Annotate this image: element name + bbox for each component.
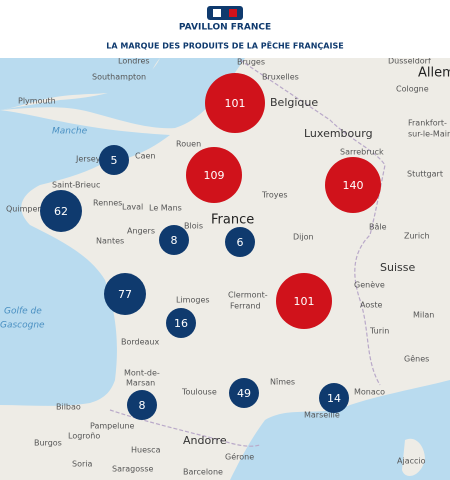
place-label: Allem: [418, 66, 450, 81]
cluster[interactable]: [99, 145, 129, 175]
cluster-count: 8: [139, 399, 146, 412]
place-label: Golfe de: [4, 307, 42, 317]
atlantic: [0, 110, 170, 406]
place-label: Marseille: [304, 411, 340, 420]
place-label: Rennes: [93, 199, 122, 208]
place-label: Belgique: [270, 96, 318, 109]
place-label: Zurich: [404, 232, 430, 241]
place-label: Plymouth: [18, 97, 56, 106]
place-label: Toulouse: [181, 388, 217, 397]
place-label: Limoges: [176, 296, 210, 305]
place-label: Soria: [72, 460, 92, 469]
place-label: Gérone: [225, 452, 254, 462]
place-label: Bordeaux: [121, 338, 160, 347]
place-label: Logroño: [68, 432, 100, 441]
place-label: Ferrand: [230, 302, 261, 311]
tagline: LA MARQUE DES PRODUITS DE LA PÊCHE FRANÇ…: [106, 40, 343, 51]
place-label: Caen: [135, 152, 155, 161]
place-label: Dijon: [293, 233, 314, 242]
logo-text: PAVILLON FRANCE: [179, 23, 271, 33]
place-label: Milan: [413, 311, 434, 320]
place-label: sur-le-Main: [408, 130, 450, 139]
place-label: Ajaccio: [397, 457, 426, 466]
place-label: Laval: [122, 203, 143, 212]
cluster-count: 62: [54, 205, 68, 218]
cluster-count: 8: [171, 234, 178, 247]
logo-icon: [229, 9, 237, 17]
place-label: Troyes: [261, 191, 288, 200]
cluster[interactable]: [276, 273, 332, 329]
place-label: Saragosse: [112, 465, 153, 474]
cluster-count: 5: [111, 154, 118, 167]
cluster-count: 16: [174, 317, 188, 330]
place-label: Marsan: [126, 379, 155, 388]
place-label: Barcelone: [183, 468, 223, 477]
place-label: Sarrebruck: [340, 148, 384, 157]
place-label: Huesca: [131, 446, 161, 455]
cluster-count: 14: [327, 392, 341, 405]
place-label: France: [211, 213, 254, 228]
place-label: Bilbao: [56, 403, 81, 412]
place-label: Clermont-: [228, 291, 268, 300]
place-label: Gênes: [404, 354, 429, 364]
place-label: Southampton: [92, 73, 146, 82]
place-label: Monaco: [354, 388, 385, 397]
place-label: Turin: [369, 327, 389, 336]
cluster[interactable]: [205, 73, 265, 133]
cluster[interactable]: [325, 157, 381, 213]
place-label: Luxembourg: [304, 127, 373, 140]
place-label: Bruges: [237, 58, 265, 67]
place-label: Rouen: [176, 140, 201, 149]
place-label: Frankfort-: [408, 119, 447, 128]
place-label: Suisse: [380, 261, 415, 274]
cluster[interactable]: [159, 225, 189, 255]
cluster[interactable]: [319, 383, 349, 413]
place-label: Nîmes: [270, 378, 295, 387]
sea: [0, 58, 160, 110]
corsica: [402, 438, 425, 476]
channel: [0, 58, 245, 129]
place-label: Le Mans: [149, 204, 182, 213]
logo-icon: [213, 9, 221, 17]
place-label: Cologne: [396, 85, 429, 94]
cluster-count: 140: [343, 179, 364, 192]
place-label: Londres: [118, 57, 150, 66]
place-label: Gascogne: [0, 321, 45, 331]
place-label: Burgos: [34, 439, 62, 448]
place-label: Pampelune: [90, 422, 135, 431]
cluster[interactable]: [229, 378, 259, 408]
mediterranean: [230, 380, 450, 480]
cluster-count: 49: [237, 387, 251, 400]
place-label: Düsseldorf: [388, 57, 431, 66]
place-label: Nantes: [96, 237, 124, 246]
logo-icon: [207, 6, 243, 20]
place-label: Bâle: [369, 223, 387, 232]
cluster-count: 77: [118, 288, 132, 301]
place-label: Stuttgart: [407, 170, 443, 179]
place-label: Manche: [52, 127, 88, 137]
place-label: Saint-Brieuc: [52, 181, 100, 190]
cluster-count: 109: [204, 169, 225, 182]
cluster-count: 101: [294, 295, 315, 308]
cluster-count: 101: [225, 97, 246, 110]
cluster[interactable]: [40, 190, 82, 232]
cluster-count: 6: [237, 236, 244, 249]
place-label: Bruxelles: [262, 73, 299, 82]
place-label: Genève: [354, 280, 385, 290]
cluster[interactable]: [104, 273, 146, 315]
place-label: Angers: [127, 227, 155, 236]
place-label: Mont-de-: [124, 369, 160, 378]
cluster[interactable]: [225, 227, 255, 257]
place-label: Quimper: [6, 205, 41, 214]
place-label: Blois: [184, 222, 203, 231]
place-label: Jersey: [75, 155, 101, 164]
place-label: Aoste: [360, 301, 383, 310]
cluster[interactable]: [186, 147, 242, 203]
place-label: Andorre: [183, 434, 227, 447]
cluster[interactable]: [166, 308, 196, 338]
cluster[interactable]: [127, 390, 157, 420]
